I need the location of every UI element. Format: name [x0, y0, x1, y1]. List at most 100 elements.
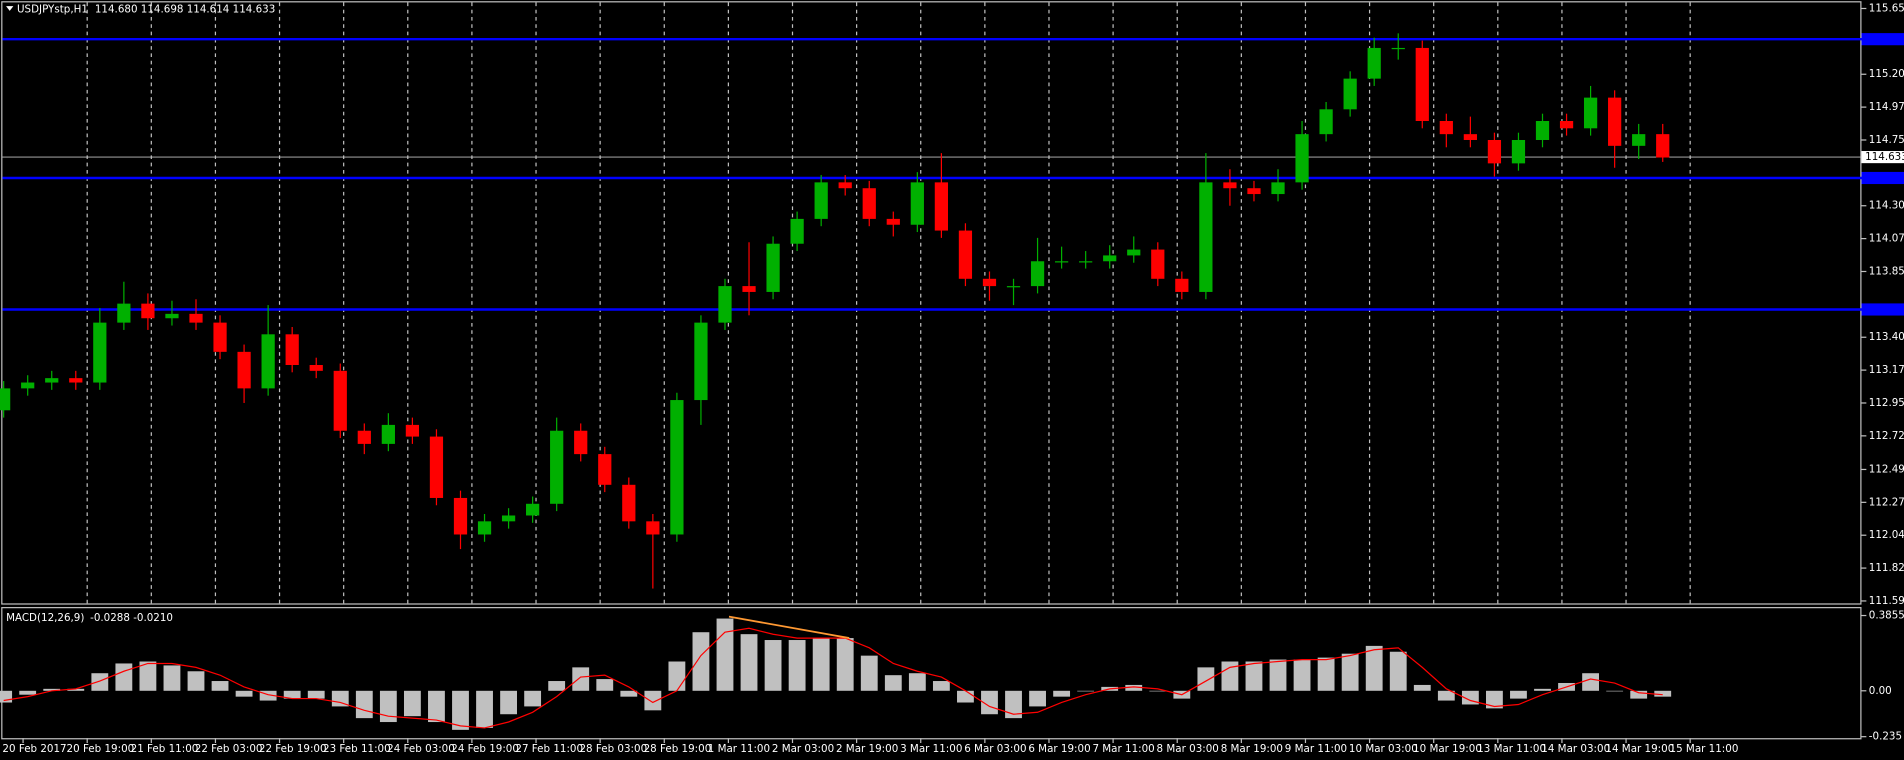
- level-tag: [1861, 33, 1904, 46]
- histogram-bar: [1510, 690, 1527, 699]
- candle-body: [381, 424, 395, 444]
- histogram-bar: [1293, 659, 1311, 691]
- histogram-bar: [1630, 690, 1648, 699]
- macd-name: MACD(12,26,9): [6, 612, 84, 624]
- candle-body: [670, 400, 684, 535]
- candle-body: [405, 424, 420, 437]
- candle-body: [958, 230, 973, 279]
- macd-header: MACD(12,26,9) -0.0288 -0.0210: [6, 612, 173, 624]
- candle-body: [45, 378, 59, 383]
- candle-body: [1511, 139, 1526, 164]
- current-price-label: 114.633: [1865, 151, 1904, 163]
- candle-body: [1223, 182, 1237, 189]
- histogram-bar: [644, 690, 662, 711]
- candle-body: [934, 182, 949, 231]
- candle-body: [814, 182, 828, 219]
- histogram-bar: [1534, 688, 1551, 691]
- y-tick-label: -0.235: [1869, 731, 1902, 743]
- candle-body: [1535, 121, 1550, 140]
- y-tick-label: 111.595: [1869, 595, 1904, 607]
- x-tick-label: 22 Feb 03:00: [195, 743, 263, 755]
- histogram-bar: [1197, 667, 1215, 691]
- x-tick-label: 14 Mar 19:00: [1605, 743, 1674, 755]
- candle-body: [598, 454, 612, 485]
- candle-body: [21, 382, 35, 389]
- x-tick-label: 23 Feb 11:00: [323, 743, 391, 755]
- x-tick-label: 9 Mar 11:00: [1285, 743, 1347, 755]
- candle-body: [1030, 261, 1045, 287]
- histogram-bar: [235, 690, 253, 697]
- histogram-bar: [355, 690, 373, 719]
- candle-body: [1199, 182, 1213, 292]
- candle-body: [526, 503, 540, 516]
- y-tick-label: 112.495: [1869, 463, 1904, 475]
- y-tick-label: 111.820: [1869, 562, 1904, 574]
- candle-body: [237, 351, 251, 389]
- y-tick-label: 0.00: [1869, 685, 1892, 697]
- candle-body: [429, 436, 444, 498]
- y-tick-label: 112.725: [1869, 430, 1904, 442]
- candle-body: [574, 430, 588, 455]
- y-tick-label: 115.200: [1869, 68, 1904, 80]
- candle-body: [1175, 278, 1189, 292]
- histogram-bar: [740, 634, 758, 691]
- histogram-bar: [1365, 645, 1383, 691]
- y-tick-label: 115.650: [1869, 2, 1904, 14]
- candle-body: [117, 303, 131, 323]
- y-tick-label: 113.400: [1869, 331, 1904, 343]
- candle-body: [213, 322, 227, 352]
- histogram-bar: [1606, 690, 1624, 692]
- y-tick-label: 114.975: [1869, 101, 1904, 113]
- level-tag: [1861, 171, 1904, 185]
- histogram-bar: [957, 690, 974, 703]
- histogram-bar: [1053, 690, 1071, 697]
- candle-body: [982, 278, 997, 287]
- histogram-bar: [1245, 661, 1263, 691]
- histogram-bar: [620, 690, 638, 697]
- histogram-bar: [379, 690, 397, 723]
- histogram-bar: [91, 673, 109, 691]
- price-panel-frame: [1, 1, 1862, 605]
- candle-body: [1632, 134, 1646, 146]
- candle-body: [1271, 182, 1285, 195]
- x-tick-label: 28 Feb 03:00: [580, 743, 648, 755]
- histogram-bar: [596, 679, 614, 691]
- histogram-bar: [403, 690, 421, 717]
- candle-body: [1054, 261, 1069, 263]
- candle-body: [742, 286, 756, 292]
- trendline: [728, 615, 850, 639]
- histogram-bar: [548, 681, 566, 691]
- candle-body: [309, 364, 323, 371]
- x-tick-label: 2 Mar 03:00: [772, 743, 834, 755]
- x-tick-label: 8 Mar 19:00: [1221, 743, 1283, 755]
- x-tick-label: 21 Feb 11:00: [131, 743, 199, 755]
- histogram-bar: [1221, 661, 1239, 691]
- histogram-bar: [139, 661, 157, 691]
- histogram-bar: [259, 690, 277, 701]
- histogram-bar: [1149, 690, 1167, 692]
- histogram-bar: [908, 673, 926, 691]
- y-tick-label: 0.3855: [1869, 610, 1904, 622]
- menu-triangle[interactable]: [6, 6, 14, 11]
- candle-body: [1559, 121, 1574, 129]
- candle-body: [766, 243, 780, 292]
- histogram-bar: [1341, 653, 1359, 691]
- candle-body: [838, 182, 852, 189]
- candle-body: [501, 515, 516, 522]
- histogram-bar: [500, 690, 517, 715]
- x-tick-label: 20 Feb 19:00: [67, 743, 135, 755]
- candle-body: [1439, 121, 1453, 135]
- histogram-bar: [692, 632, 710, 691]
- histogram-bar: [1269, 659, 1287, 691]
- histogram-bar: [716, 618, 734, 691]
- candle-body: [1006, 286, 1021, 288]
- symbol: USDJPYstp,H1: [17, 4, 88, 16]
- candle-body: [550, 430, 564, 504]
- current-price-tag: [1861, 151, 1904, 164]
- histogram-bar: [187, 671, 205, 691]
- ohlc-values: 114.680 114.698 114.614 114.633: [95, 4, 275, 16]
- histogram-bar: [115, 663, 133, 691]
- candle-body: [622, 484, 636, 522]
- histogram-bar: [1125, 684, 1143, 691]
